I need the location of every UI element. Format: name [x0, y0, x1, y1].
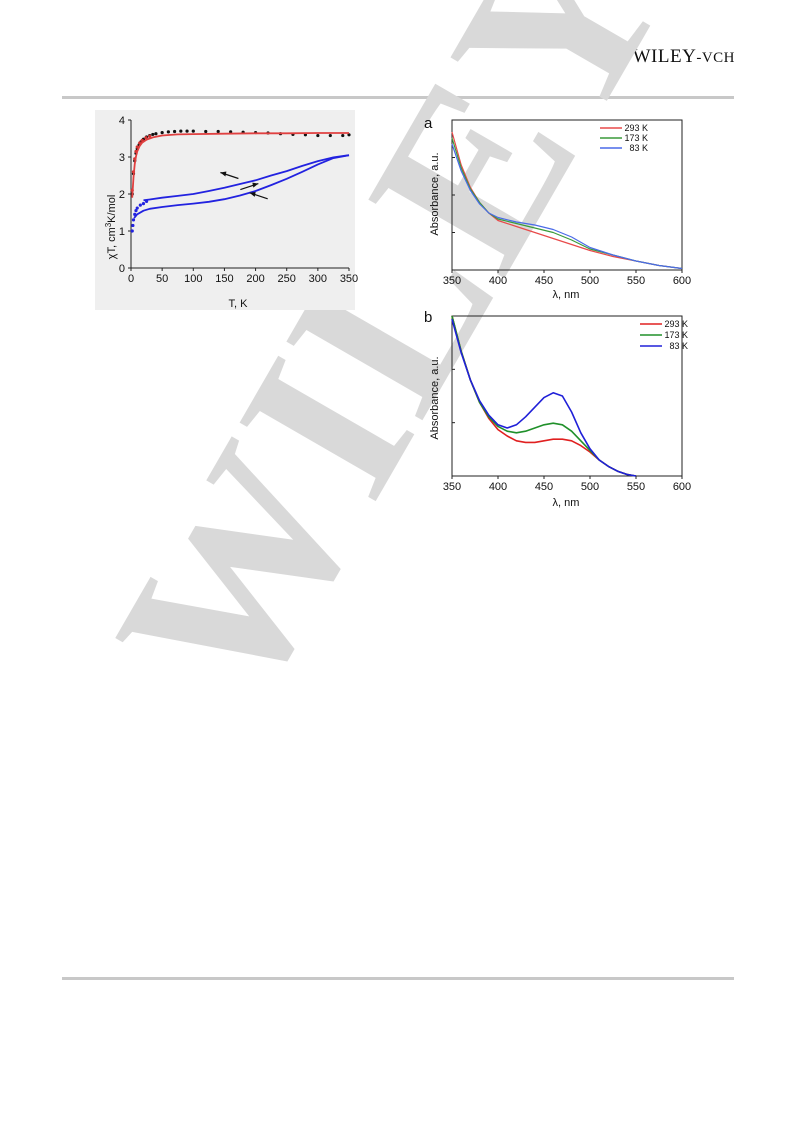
data-point: [133, 212, 137, 216]
x-tick-label: 500: [581, 481, 599, 493]
arrow-head: [252, 182, 259, 188]
legend-label: 173 K: [664, 330, 688, 340]
arrow-head: [249, 191, 256, 197]
series-line: [451, 318, 637, 477]
chart-a-xlabel: λ, nm: [553, 289, 580, 301]
data-point: [191, 129, 195, 133]
y-tick-label: 0: [119, 263, 125, 275]
header-rule: [62, 96, 734, 99]
publisher-suffix: -VCH: [696, 50, 735, 66]
y-tick-label: 1: [119, 226, 125, 238]
data-point: [328, 133, 332, 138]
data-point: [185, 129, 189, 133]
hysteresis-arrow: [220, 171, 239, 180]
x-tick-label: 50: [156, 273, 168, 285]
x-tick-label: 400: [489, 275, 507, 287]
x-tick-label: 350: [443, 275, 461, 287]
chart-b-xlabel: λ, nm: [553, 497, 580, 509]
legend-label: 293 K: [664, 319, 688, 329]
data-point: [154, 132, 158, 136]
data-point: [173, 129, 177, 134]
data-point: [347, 133, 351, 137]
panel-label-a: a: [424, 115, 433, 132]
chart-magnetic-xlabel: T, K: [229, 298, 249, 310]
series-line: [131, 132, 349, 198]
data-point: [148, 134, 152, 138]
absorbance-chart-b: b Absorbance, a.u. λ, nm 350 400 450 500 550…: [424, 309, 691, 509]
y-tick-label: 2: [119, 189, 125, 201]
x-tick-label: 0: [128, 273, 134, 285]
data-point: [144, 136, 148, 140]
data-point: [135, 206, 139, 210]
hysteresis-arrow: [240, 182, 259, 191]
x-tick-label: 300: [309, 273, 327, 285]
chart-b-ylabel: Absorbance, a.u.: [429, 356, 441, 439]
data-point: [160, 130, 164, 135]
data-point: [204, 129, 208, 134]
chart-a-ylabel: Absorbance, a.u.: [429, 152, 441, 235]
footer-rule: [62, 977, 734, 980]
data-point: [316, 133, 320, 138]
series-line: [451, 143, 683, 270]
arrow-head: [220, 171, 227, 177]
data-point: [179, 129, 183, 133]
x-tick-label: 100: [184, 273, 202, 285]
plot-frame: [451, 315, 683, 477]
x-tick-label: 600: [673, 275, 691, 287]
data-point: [130, 229, 134, 233]
series-line: [133, 154, 350, 219]
x-tick-label: 350: [443, 481, 461, 493]
legend-label: 293 K: [624, 123, 648, 133]
hysteresis-arrow: [249, 191, 268, 200]
data-point: [138, 203, 142, 207]
data-point: [229, 130, 233, 134]
x-tick-label: 450: [535, 275, 553, 287]
data-point: [151, 132, 155, 137]
publisher-main: WILEY: [632, 46, 697, 67]
data-point: [131, 218, 136, 222]
data-point: [341, 133, 345, 138]
series-line: [451, 315, 637, 477]
data-point: [144, 199, 149, 203]
publisher-logo: WILEY-VCH: [633, 46, 735, 68]
x-tick-label: 250: [278, 273, 296, 285]
legend-label: 173 K: [624, 133, 648, 143]
x-tick-label: 400: [489, 481, 507, 493]
series-line: [143, 154, 350, 202]
y-tick-label: 3: [119, 152, 125, 164]
data-point: [166, 130, 170, 134]
chart-magnetic-ylabel: χT, cm3K/mol: [104, 195, 118, 260]
legend-label: 83 K: [629, 143, 648, 153]
data-point: [131, 223, 135, 228]
x-tick-label: 150: [215, 273, 233, 285]
x-tick-label: 350: [340, 273, 358, 285]
series-line: [451, 137, 683, 270]
data-point: [141, 202, 146, 206]
x-tick-label: 550: [627, 481, 645, 493]
x-tick-label: 450: [535, 481, 553, 493]
x-tick-label: 200: [246, 273, 264, 285]
y-tick-label: 4: [119, 115, 125, 127]
panel-label-b: b: [424, 309, 432, 326]
x-tick-label: 550: [627, 275, 645, 287]
x-tick-label: 600: [673, 481, 691, 493]
series-line: [451, 315, 637, 477]
data-point: [216, 129, 220, 134]
legend-label: 83 K: [669, 341, 688, 351]
data-point: [134, 209, 138, 213]
x-tick-label: 500: [581, 275, 599, 287]
magnetic-chart: χT, cm3K/mol T, K 0 50 100 150 200 250 300 350 0…: [95, 110, 358, 310]
absorbance-chart-a: a Absorbance, a.u. λ, nm 350 400 450 500 550…: [424, 115, 691, 301]
